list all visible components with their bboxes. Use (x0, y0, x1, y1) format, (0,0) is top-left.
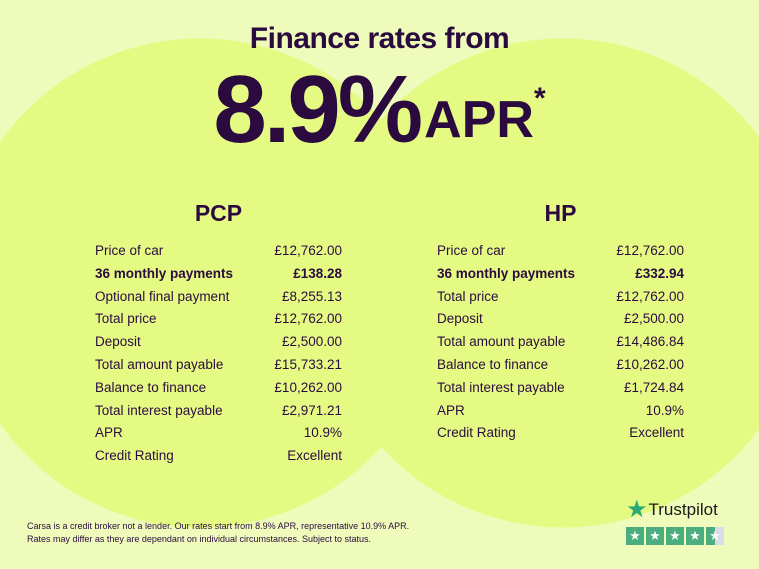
row-value: £10,262.00 (616, 356, 684, 372)
row-value: Excellent (287, 448, 342, 464)
row-value: £2,500.00 (623, 311, 684, 327)
headline-subtitle: Finance rates from (249, 22, 510, 55)
row-value: £332.94 (635, 265, 684, 281)
rating-star-icon: ★ (646, 527, 664, 545)
row-value: £2,500.00 (281, 334, 342, 350)
table-row: 36 monthly payments £138.28 (95, 263, 342, 286)
row-label: APR (95, 425, 123, 441)
row-label: Balance to finance (437, 356, 549, 372)
row-value: £12,762.00 (274, 311, 342, 327)
row-value: 10.9% (645, 402, 684, 418)
row-value: Excellent (629, 425, 684, 441)
row-value: £12,762.00 (274, 243, 342, 258)
trustpilot-badge: ★ Trustpilot ★ ★ ★ ★ ★ (626, 495, 736, 545)
rating-star-icon: ★ (706, 527, 724, 545)
table-row: Total interest payable £2,971.21 (95, 400, 342, 423)
table-row: 36 monthly payments £332.94 (437, 263, 684, 286)
rating-star-icon: ★ (666, 527, 684, 545)
row-label: Deposit (437, 311, 483, 327)
rating-star-icon: ★ (686, 527, 704, 545)
trustpilot-rating: ★ ★ ★ ★ ★ (626, 527, 736, 545)
hp-table: HP Price of car £12,762.00 36 monthly paym… (437, 200, 684, 445)
row-value: £12,762.00 (616, 243, 684, 258)
row-label: Total amount payable (95, 356, 224, 372)
row-label: 36 monthly payments (95, 265, 234, 281)
row-value: £2,971.21 (281, 402, 342, 418)
table-row: Deposit £2,500.00 (95, 331, 342, 354)
rating-star-icon: ★ (626, 527, 644, 545)
row-label: APR (437, 402, 465, 418)
pcp-title: PCP (194, 200, 243, 226)
table-row: Total amount payable £15,733.21 (95, 354, 342, 377)
row-label: Balance to finance (95, 379, 207, 395)
row-label: Credit Rating (95, 448, 174, 464)
table-row: Balance to finance £10,262.00 (437, 354, 684, 377)
disclaimer: Carsa is a credit broker not a lender. O… (27, 520, 409, 546)
row-value: £14,486.84 (616, 334, 684, 350)
row-label: Optional final payment (95, 288, 230, 304)
trustpilot-star-icon: ★ (626, 496, 648, 523)
table-row: Total amount payable £14,486.84 (437, 331, 684, 354)
table-row: Price of car £12,762.00 (95, 240, 342, 263)
row-value: 10.9% (303, 425, 342, 441)
row-label: Total interest payable (437, 379, 565, 395)
table-row: Price of car £12,762.00 (437, 240, 684, 263)
row-value: £15,733.21 (274, 356, 342, 372)
apr-label: APR (424, 91, 534, 149)
row-label: Total amount payable (437, 334, 566, 350)
asterisk: * (533, 82, 546, 115)
row-label: 36 monthly payments (437, 265, 576, 281)
table-row: Total price £12,762.00 (95, 308, 342, 331)
row-label: Price of car (95, 243, 164, 258)
trustpilot-name: Trustpilot (648, 499, 718, 519)
row-value: £12,762.00 (616, 288, 684, 304)
row-value: £10,262.00 (274, 379, 342, 395)
row-label: Total price (95, 311, 157, 327)
table-row: Credit Rating Excellent (95, 445, 342, 468)
row-value: £138.28 (293, 265, 342, 281)
row-label: Credit Rating (437, 425, 516, 441)
row-value: £8,255.13 (281, 288, 342, 304)
table-row: APR 10.9% (95, 422, 342, 445)
headline-rate: 8.9% APR * (0, 58, 759, 158)
table-row: Deposit £2,500.00 (437, 308, 684, 331)
disclaimer-line-1: Carsa is a credit broker not a lender. O… (27, 521, 410, 531)
table-row: Total price £12,762.00 (437, 286, 684, 309)
row-value: £1,724.84 (623, 379, 684, 395)
pcp-table: PCP Price of car £12,762.00 36 monthly pay… (95, 200, 342, 468)
table-row: Credit Rating Excellent (437, 422, 684, 445)
row-label: Total price (437, 288, 499, 304)
hp-title: HP (544, 200, 577, 226)
table-row: APR 10.9% (437, 400, 684, 423)
table-row: Total interest payable £1,724.84 (437, 377, 684, 400)
rate-value: 8.9% (213, 56, 423, 163)
table-row: Balance to finance £10,262.00 (95, 377, 342, 400)
row-label: Price of car (437, 243, 506, 258)
disclaimer-line-2: Rates may differ as they are dependant o… (27, 534, 372, 544)
trustpilot-logo: ★ Trustpilot (626, 495, 736, 524)
row-label: Total interest payable (95, 402, 223, 418)
row-label: Deposit (95, 334, 141, 350)
table-row: Optional final payment £8,255.13 (95, 286, 342, 309)
